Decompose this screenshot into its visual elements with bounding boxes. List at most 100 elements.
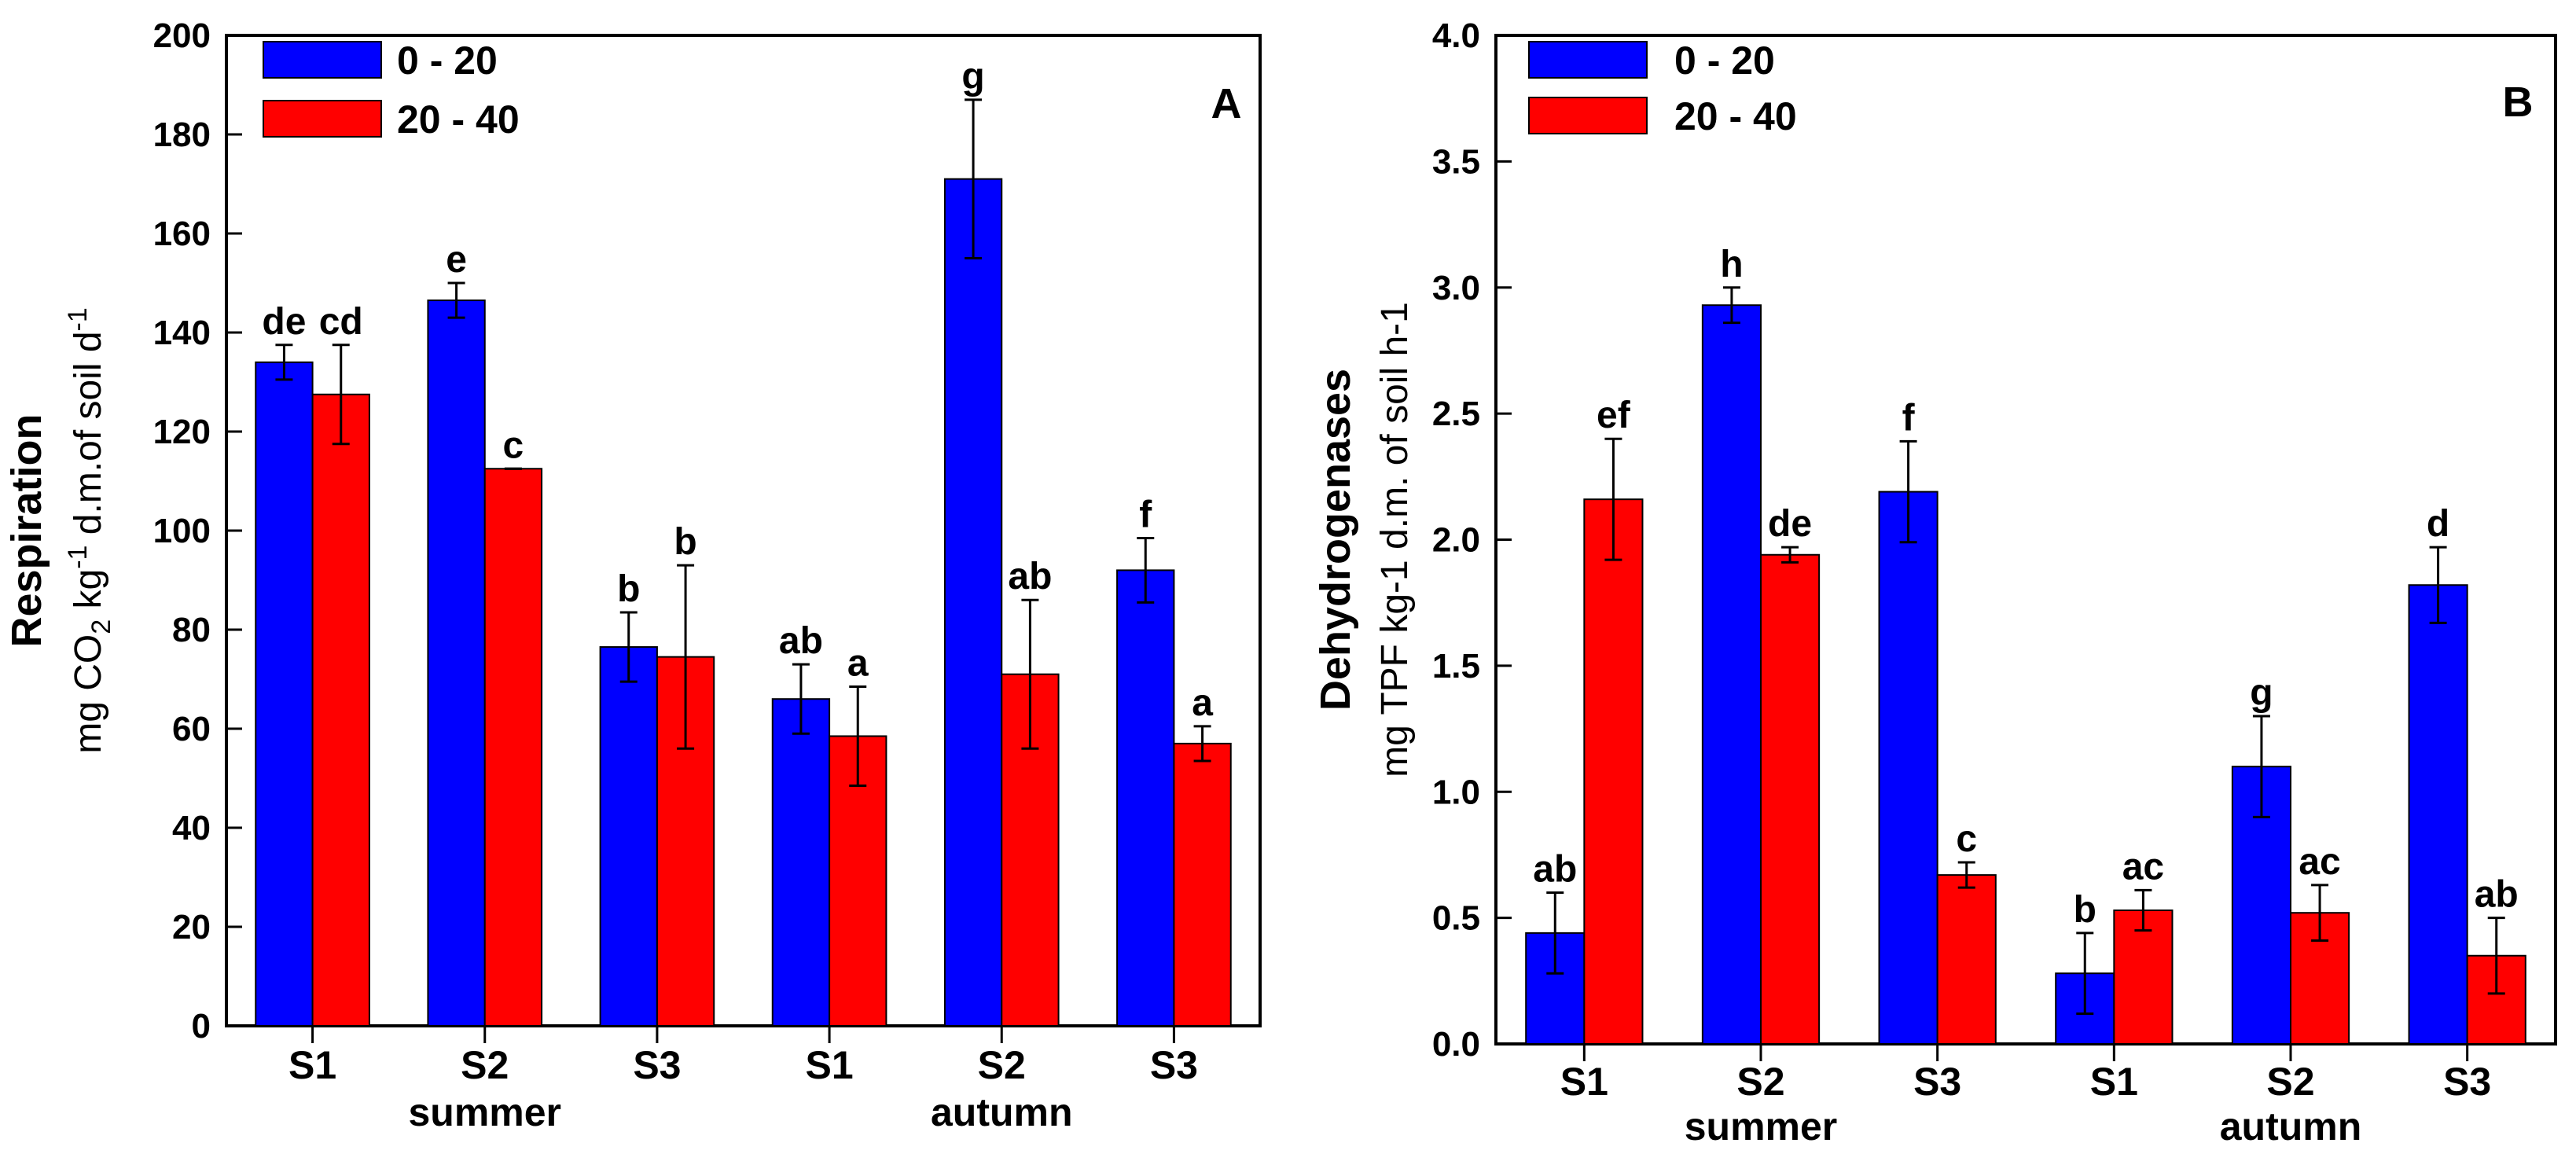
bar-depth-0-20-s1 bbox=[771, 698, 831, 1027]
bar-depth-20-40-s2 bbox=[1760, 553, 1821, 1045]
significance-letter: ac bbox=[2299, 841, 2340, 883]
significance-letter: h bbox=[1720, 244, 1743, 285]
bar-depth-20-40-s1 bbox=[311, 393, 370, 1027]
y-tick-label: 0.0 bbox=[1432, 1025, 1480, 1064]
y-tick-label: 1.0 bbox=[1432, 773, 1480, 811]
group-label-summer: summer bbox=[408, 1090, 561, 1134]
y-tick-label: 0 bbox=[192, 1007, 211, 1046]
y-axis-title: Respiration bbox=[3, 413, 50, 647]
significance-letter: c bbox=[503, 424, 524, 466]
significance-letter: ab bbox=[779, 620, 823, 662]
bar-depth-20-40-s1 bbox=[2113, 910, 2174, 1045]
y-axis-subtitle-part: -1 bbox=[63, 546, 93, 569]
chart-panel-a: 0 20 40 60 80 100 120 140 160 180 200 de e b ab g f cd c b a… bbox=[3, 17, 1262, 1134]
x-tick-label: S3 bbox=[1150, 1043, 1198, 1087]
y-tick-label: 2.0 bbox=[1432, 521, 1480, 560]
legend-swatch-depth-20-40 bbox=[1528, 97, 1648, 134]
x-tick-label: S1 bbox=[2090, 1060, 2138, 1104]
significance-letter: f bbox=[1139, 494, 1152, 535]
bar-depth-0-20-s1 bbox=[255, 361, 314, 1027]
x-tick-label: S1 bbox=[288, 1043, 336, 1087]
bar-depth-0-20-s3 bbox=[2408, 584, 2468, 1045]
y-tick-label: 120 bbox=[153, 413, 211, 451]
group-label-autumn: autumn bbox=[931, 1090, 1073, 1134]
significance-letter: cd bbox=[319, 301, 363, 343]
legend-swatch-depth-0-20 bbox=[263, 41, 382, 79]
y-axis-subtitle: mg TPF kg-1 d.m. of soil h-1 bbox=[1374, 302, 1416, 777]
significance-letter: d bbox=[2427, 503, 2449, 545]
legend-swatch-depth-0-20 bbox=[1528, 41, 1648, 79]
x-tick-label: S3 bbox=[633, 1043, 681, 1087]
bar-depth-0-20-s3 bbox=[1116, 569, 1175, 1027]
y-tick-label: 2.5 bbox=[1432, 395, 1480, 433]
plot-frame bbox=[225, 34, 1262, 1027]
y-tick-label: 40 bbox=[172, 809, 211, 847]
bar-depth-20-40-s3 bbox=[1173, 742, 1232, 1027]
significance-letter: g bbox=[961, 56, 984, 97]
bar-depth-0-20-s3 bbox=[1878, 491, 1938, 1045]
significance-letter: g bbox=[2250, 672, 2273, 714]
y-axis-subtitle-part: -1 bbox=[63, 307, 93, 331]
significance-letter: b bbox=[674, 521, 696, 563]
x-tick-label: S2 bbox=[1736, 1060, 1784, 1104]
significance-letter: de bbox=[262, 301, 306, 343]
y-tick-label: 3.0 bbox=[1432, 269, 1480, 307]
significance-letter: ac bbox=[2122, 846, 2164, 888]
legend-label: 20 - 40 bbox=[1674, 94, 1797, 138]
chart-panel-b: 0.0 0.5 1.0 1.5 2.0 2.5 3.0 3.5 4.0 ab h f b g d ef de c a… bbox=[1312, 17, 2557, 1148]
legend-label: 20 - 40 bbox=[397, 97, 520, 141]
y-tick-label: 160 bbox=[153, 215, 211, 253]
legend-swatch-depth-20-40 bbox=[263, 100, 382, 138]
x-tick-label: S1 bbox=[805, 1043, 853, 1087]
x-tick-label: S2 bbox=[2266, 1060, 2314, 1104]
bar-depth-0-20-s3 bbox=[599, 646, 658, 1027]
x-tick-label: S3 bbox=[2443, 1060, 2491, 1104]
y-tick-label: 60 bbox=[172, 710, 211, 748]
significance-letter: c bbox=[1956, 818, 1977, 860]
y-axis-subtitle-part: kg bbox=[68, 569, 109, 619]
significance-letter: ef bbox=[1597, 395, 1631, 436]
x-tick-label: S2 bbox=[461, 1043, 509, 1087]
y-tick-label: 20 bbox=[172, 908, 211, 946]
panel-letter: A bbox=[1211, 80, 1242, 127]
y-tick-label: 3.5 bbox=[1432, 142, 1480, 181]
y-tick-label: 100 bbox=[153, 512, 211, 550]
x-tick-label: S1 bbox=[1560, 1060, 1608, 1104]
group-label-summer: summer bbox=[1685, 1104, 1838, 1148]
significance-letter: f bbox=[1902, 397, 1916, 439]
bar-depth-0-20-s2 bbox=[943, 178, 1003, 1027]
significance-letter: b bbox=[617, 568, 640, 610]
y-tick-label: 4.0 bbox=[1432, 17, 1480, 55]
significance-letter: b bbox=[2074, 889, 2096, 931]
y-axis-subtitle-part: d.m.of soil d bbox=[68, 331, 109, 545]
y-axis-subtitle-part: 2 bbox=[86, 619, 116, 634]
legend-label: 0 - 20 bbox=[397, 39, 498, 83]
group-label-autumn: autumn bbox=[2220, 1104, 2362, 1148]
bar-depth-0-20-s2 bbox=[427, 300, 486, 1027]
y-tick-label: 180 bbox=[153, 116, 211, 154]
significance-letter: ab bbox=[2475, 874, 2519, 916]
y-tick-label: 200 bbox=[153, 17, 211, 55]
significance-letter: ab bbox=[1008, 556, 1052, 597]
bar-depth-20-40-s1 bbox=[1583, 498, 1644, 1045]
y-axis-subtitle-part: mg CO bbox=[68, 634, 109, 754]
panel-letter: B bbox=[2503, 79, 2534, 126]
y-tick-label: 0.5 bbox=[1432, 899, 1480, 938]
significance-letter: e bbox=[446, 239, 467, 281]
x-tick-label: S2 bbox=[978, 1043, 1026, 1087]
x-tick-label: S3 bbox=[1913, 1060, 1961, 1104]
y-axis-subtitle: mg CO2 kg-1 d.m.of soil d-1 bbox=[63, 307, 116, 754]
significance-letter: a bbox=[847, 642, 869, 684]
bar-depth-0-20-s2 bbox=[1701, 304, 1762, 1045]
significance-letter: ab bbox=[1533, 849, 1577, 891]
significance-letter: a bbox=[1192, 682, 1213, 724]
y-axis-title: Dehydrogenases bbox=[1312, 369, 1359, 711]
bar-depth-20-40-s3 bbox=[1936, 874, 1997, 1046]
y-tick-label: 80 bbox=[172, 611, 211, 649]
legend-label: 0 - 20 bbox=[1674, 39, 1775, 83]
y-tick-label: 140 bbox=[153, 314, 211, 352]
y-tick-label: 1.5 bbox=[1432, 647, 1480, 685]
plot-frame bbox=[1494, 34, 2557, 1046]
